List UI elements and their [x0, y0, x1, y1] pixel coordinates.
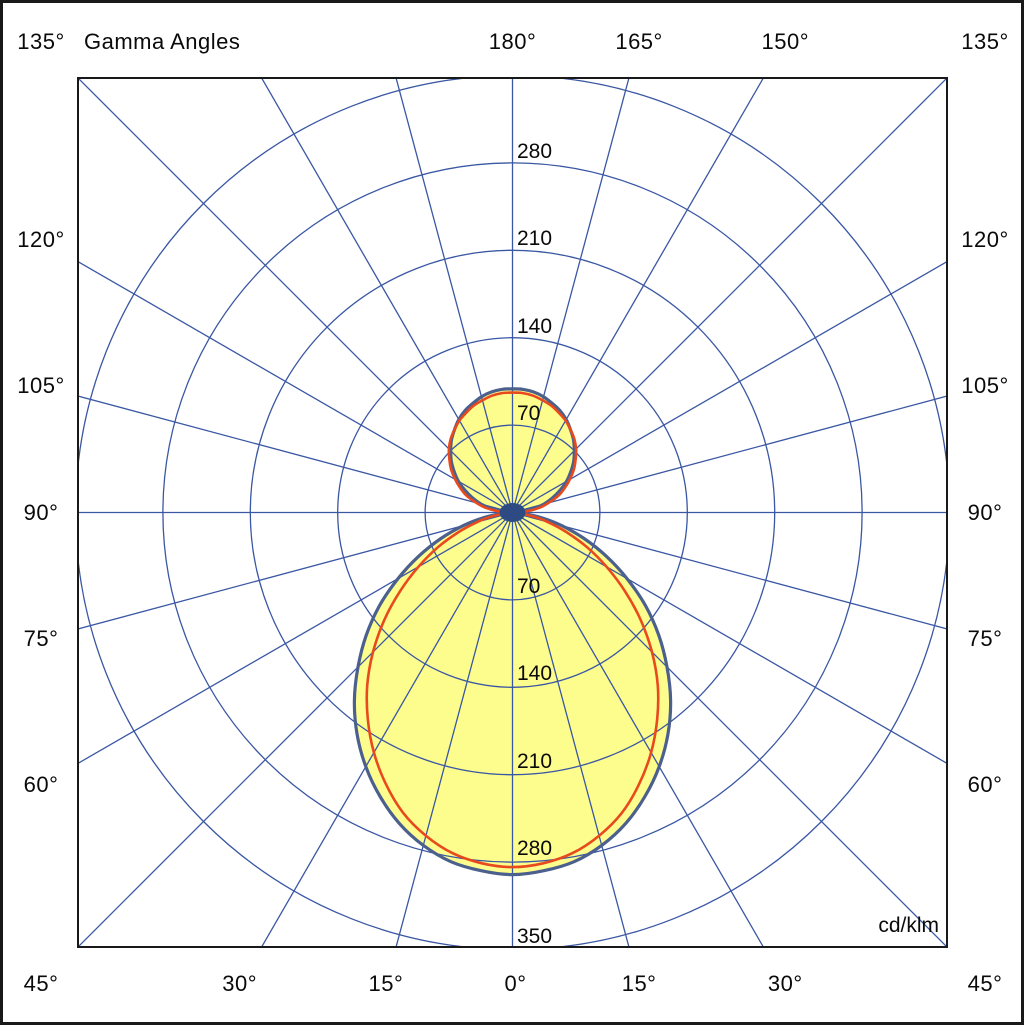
- intensity-tick-label: 210: [517, 749, 553, 773]
- grid-ray: [511, 512, 630, 947]
- intensity-tick-label: 70: [517, 402, 541, 426]
- gamma-angle-label: 90°: [967, 499, 1003, 525]
- curve-c0-c180: [365, 391, 660, 869]
- gamma-angle-label: 135°: [17, 29, 65, 54]
- gamma-angle-label: 15°: [621, 971, 657, 996]
- grid-ray: [260, 512, 514, 947]
- gamma-angle-label: 45°: [23, 971, 59, 996]
- curve-c90-c270: [352, 387, 673, 877]
- gamma-angle-label: 60°: [967, 772, 1003, 798]
- intensity-tick-label: 280: [517, 139, 553, 163]
- grid-ray: [512, 512, 947, 947]
- gamma-angle-label: 90°: [23, 499, 59, 525]
- grid-ray: [78, 395, 513, 514]
- grid-ray: [512, 511, 947, 630]
- gamma-angle-label: 0°: [504, 971, 527, 996]
- grid-ray: [512, 395, 947, 514]
- gamma-angle-label: 30°: [222, 971, 258, 996]
- gamma-angle-label: 75°: [23, 626, 59, 652]
- plot-frame: [77, 77, 948, 948]
- gamma-angle-label: 165°: [615, 29, 663, 54]
- gamma-angle-label: 105°: [961, 372, 1009, 398]
- gamma-angle-label: 60°: [23, 772, 59, 798]
- gamma-angle-label: 30°: [767, 971, 803, 996]
- gamma-angle-label: 105°: [17, 372, 65, 398]
- chart-title: Gamma Angles: [84, 29, 241, 54]
- intensity-tick-label: 210: [517, 227, 553, 251]
- grid-ray: [78, 78, 513, 513]
- gamma-angle-label: 150°: [761, 29, 810, 54]
- grid-ray: [512, 78, 947, 513]
- gamma-angle-label: 135°: [961, 29, 1009, 54]
- grid-ray: [78, 511, 513, 630]
- intensity-tick-label: 280: [517, 837, 553, 861]
- intensity-tick-label: 70: [517, 574, 541, 598]
- grid-ray: [78, 260, 513, 514]
- gamma-angle-label: 120°: [961, 226, 1009, 252]
- center-hub: [499, 503, 526, 522]
- gamma-angle-label: 75°: [967, 626, 1003, 652]
- gamma-angle-label: 120°: [17, 226, 65, 252]
- grid-ray: [395, 78, 514, 513]
- grid-ray: [511, 512, 765, 947]
- gamma-angle-label: 15°: [368, 971, 404, 996]
- intensity-tick-label: 350: [517, 924, 553, 948]
- grid-ray: [395, 512, 514, 947]
- intensity-tick-label: 140: [517, 314, 553, 338]
- gamma-angle-label: 45°: [967, 971, 1003, 996]
- grid-ray: [511, 78, 630, 513]
- gamma-angle-label: 180°: [488, 29, 537, 54]
- unit-label: cd/klm: [878, 914, 939, 937]
- grid-ray: [512, 260, 947, 514]
- intensity-tick-label: 140: [517, 662, 553, 686]
- grid-ray: [78, 512, 513, 947]
